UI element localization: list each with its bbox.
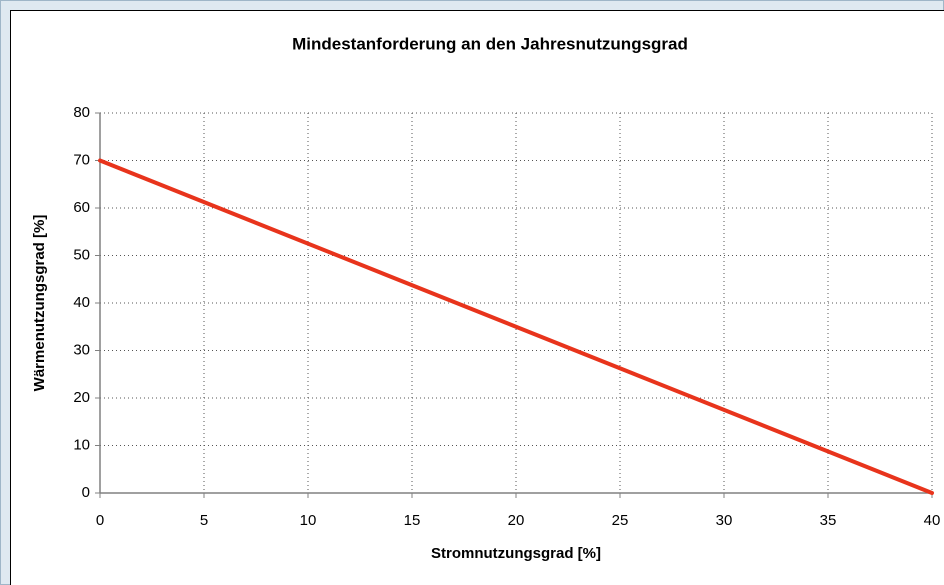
chart-title: Mindestanforderung an den Jahresnutzungs… <box>292 34 688 53</box>
y-tick-label: 70 <box>73 151 90 168</box>
x-axis-label: Stromnutzungsgrad [%] <box>431 545 601 562</box>
y-tick-label: 20 <box>73 389 90 406</box>
y-tick-label: 10 <box>73 436 90 453</box>
x-tick-label: 20 <box>508 512 525 529</box>
y-axis-label: Wärmenutzungsgrad [%] <box>31 215 48 392</box>
y-tick-label: 50 <box>73 246 90 263</box>
line-series <box>98 158 934 495</box>
x-tick-label: 10 <box>300 512 317 529</box>
y-tick-label: 40 <box>73 294 90 311</box>
x-tick-label: 5 <box>200 512 208 529</box>
y-tick-label: 80 <box>73 104 90 121</box>
y-tick-label: 30 <box>73 341 90 358</box>
x-tick-label: 25 <box>612 512 629 529</box>
y-tick-label: 0 <box>82 484 90 501</box>
chart-area <box>10 10 944 585</box>
x-tick-label: 15 <box>404 512 421 529</box>
x-tick-label: 30 <box>716 512 733 529</box>
x-tick-label: 35 <box>820 512 837 529</box>
x-tick-label: 40 <box>924 512 941 529</box>
x-tick-label: 0 <box>96 512 104 529</box>
y-tick-label: 60 <box>73 199 90 216</box>
